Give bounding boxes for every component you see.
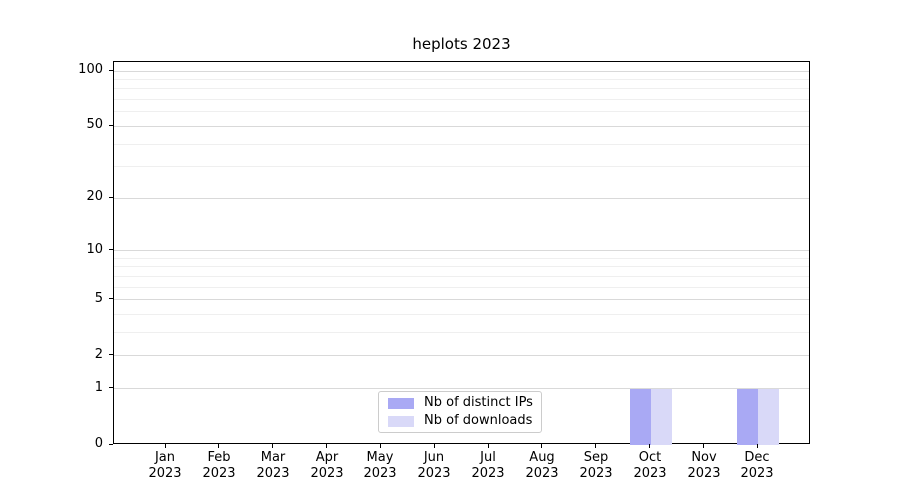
major-gridline: [114, 355, 809, 356]
y-axis-label: 5: [94, 290, 103, 306]
x-axis-label: Jul 2023: [471, 450, 505, 481]
x-tick-mark: [541, 444, 542, 448]
legend-item-distinct-ips: Nb of distinct IPs: [388, 395, 533, 410]
minor-gridline: [114, 99, 809, 100]
y-axis-label: 20: [86, 189, 103, 205]
minor-gridline: [114, 144, 809, 145]
x-axis-label: Aug 2023: [525, 450, 559, 481]
bar-distinct-ips: [629, 388, 651, 445]
bar-downloads: [650, 388, 672, 445]
plot-area: [113, 61, 810, 445]
y-tick-mark: [109, 354, 113, 355]
x-tick-mark: [380, 444, 381, 448]
legend-swatch-distinct-ips: [388, 397, 414, 409]
minor-gridline: [114, 276, 809, 277]
minor-gridline: [114, 79, 809, 80]
y-axis-label: 50: [86, 117, 103, 133]
y-tick-mark: [109, 125, 113, 126]
x-axis-label: Sep 2023: [579, 450, 613, 481]
y-tick-mark: [109, 197, 113, 198]
x-axis-label: Jun 2023: [417, 450, 451, 481]
legend-label-distinct-ips: Nb of distinct IPs: [424, 395, 533, 410]
minor-gridline: [114, 287, 809, 288]
y-axis-label: 100: [78, 62, 103, 77]
x-axis-label: Dec 2023: [740, 450, 774, 481]
y-axis-label: 2: [94, 346, 103, 362]
major-gridline: [114, 71, 809, 72]
y-axis-label: 1: [94, 379, 103, 395]
bar-distinct-ips: [737, 388, 759, 445]
x-tick-mark: [595, 444, 596, 448]
x-tick-mark: [218, 444, 219, 448]
legend-item-downloads: Nb of downloads: [388, 414, 532, 428]
chart-title: heplots 2023: [412, 35, 511, 53]
x-axis-label: Feb 2023: [202, 450, 236, 481]
minor-gridline: [114, 88, 809, 89]
y-axis-label: 10: [86, 241, 103, 257]
x-axis-label: Apr 2023: [310, 450, 344, 481]
x-tick-mark: [703, 444, 704, 448]
y-tick-mark: [109, 444, 113, 445]
x-axis-label: Oct 2023: [633, 450, 667, 481]
minor-gridline: [114, 111, 809, 112]
major-gridline: [114, 198, 809, 199]
major-gridline: [114, 250, 809, 251]
x-axis-label: Jan 2023: [148, 450, 182, 481]
x-tick-mark: [757, 444, 758, 448]
y-tick-mark: [109, 70, 113, 71]
legend-label-downloads: Nb of downloads: [424, 413, 533, 428]
x-axis-label: May 2023: [363, 450, 397, 481]
minor-gridline: [114, 266, 809, 267]
x-tick-mark: [488, 444, 489, 448]
x-tick-mark: [326, 444, 327, 448]
legend: Nb of distinct IPs Nb of downloads: [378, 391, 542, 433]
y-tick-mark: [109, 298, 113, 299]
x-tick-mark: [165, 444, 166, 448]
minor-gridline: [114, 166, 809, 167]
x-axis-label: Mar 2023: [256, 450, 290, 481]
bar-downloads: [758, 388, 780, 445]
major-gridline: [114, 388, 809, 389]
y-tick-mark: [109, 249, 113, 250]
x-tick-mark: [272, 444, 273, 448]
y-axis-label: 0: [94, 436, 103, 451]
x-axis-label: Nov 2023: [687, 450, 721, 481]
major-gridline: [114, 299, 809, 300]
x-tick-mark: [434, 444, 435, 448]
x-tick-mark: [649, 444, 650, 448]
minor-gridline: [114, 258, 809, 259]
minor-gridline: [114, 332, 809, 333]
minor-gridline: [114, 314, 809, 315]
y-tick-mark: [109, 387, 113, 388]
legend-swatch-downloads: [388, 415, 414, 427]
major-gridline: [114, 126, 809, 127]
